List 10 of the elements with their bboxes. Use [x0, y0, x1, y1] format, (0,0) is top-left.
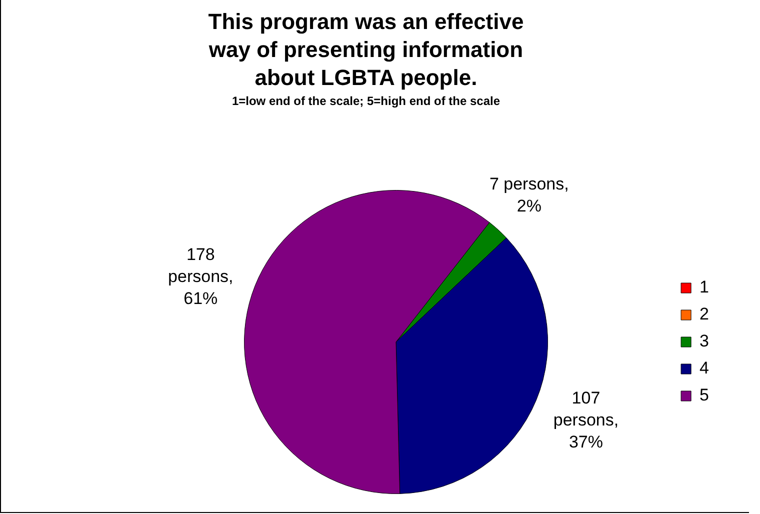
chart-subtitle: 1=low end of the scale; 5=high end of the scale	[230, 94, 502, 108]
data-label: 178 persons, 61%	[168, 245, 234, 308]
legend-label: 1	[700, 278, 710, 297]
legend-label: 5	[700, 386, 710, 405]
legend-label: 3	[700, 332, 710, 351]
data-label: 7 persons, 2%	[489, 174, 569, 216]
legend-label: 2	[700, 304, 710, 324]
data-label: 107 persons, 37%	[553, 388, 619, 452]
chart-title: This program was an effective way of presenting information about LGBTA people.	[207, 8, 525, 92]
legend-label: 4	[700, 358, 710, 378]
